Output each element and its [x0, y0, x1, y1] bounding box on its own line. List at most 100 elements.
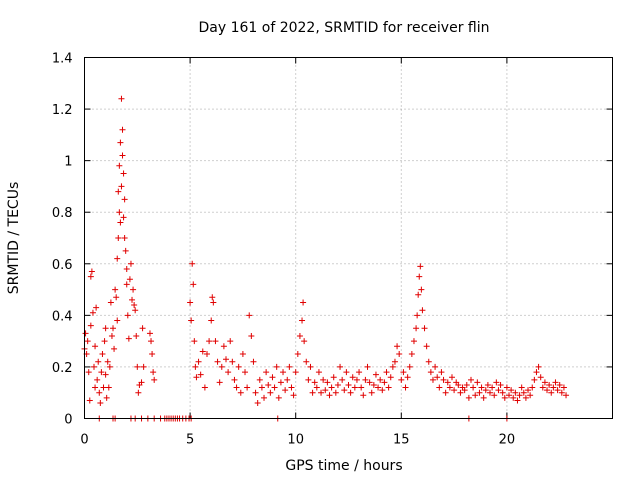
data-point: [487, 389, 494, 396]
data-point: [379, 387, 386, 394]
data-point: [107, 299, 114, 306]
data-point: [121, 235, 128, 241]
data-point: [560, 384, 567, 391]
data-point: [434, 374, 441, 381]
data-point: [375, 384, 382, 391]
data-point: [146, 330, 153, 337]
data-point: [210, 299, 217, 306]
data-point: [209, 294, 216, 301]
data-point: [525, 387, 532, 394]
data-point: [108, 332, 115, 339]
data-point: [311, 379, 318, 386]
data-point: [290, 392, 297, 399]
data-point: [478, 384, 485, 391]
data-point: [372, 371, 379, 378]
data-point: [448, 374, 455, 381]
data-point: [349, 374, 356, 381]
data-point: [301, 338, 308, 345]
data-point: [391, 358, 398, 365]
data-point: [206, 338, 213, 345]
data-point: [258, 384, 265, 391]
data-point: [385, 384, 392, 391]
grid-lines: [84, 57, 613, 419]
data-point: [362, 376, 369, 383]
data-point: [216, 379, 223, 386]
data-point: [294, 351, 301, 358]
data-point: [118, 95, 125, 102]
data-point: [104, 358, 111, 365]
data-point: [199, 348, 206, 355]
data-point: [440, 376, 447, 383]
data-point: [121, 196, 128, 203]
data-point: [425, 358, 432, 365]
data-point: [188, 317, 195, 324]
data-point: [474, 379, 481, 386]
data-point: [92, 343, 99, 350]
data-point: [231, 376, 238, 383]
data-point: [341, 387, 348, 394]
data-point: [476, 389, 483, 396]
data-point: [223, 356, 230, 363]
data-point: [527, 392, 534, 399]
data-point: [229, 358, 236, 365]
data-point: [292, 369, 299, 376]
data-point: [120, 214, 127, 221]
data-point: [282, 387, 289, 394]
data-point: [351, 384, 358, 391]
data-point: [254, 400, 261, 407]
data-point: [444, 379, 451, 386]
data-point: [537, 374, 544, 381]
data-point: [87, 273, 94, 280]
data-point: [93, 304, 100, 311]
data-point: [417, 263, 424, 270]
data-point: [149, 351, 156, 358]
data-point: [220, 343, 227, 350]
data-point: [88, 268, 95, 275]
data-point: [225, 369, 232, 376]
data-point: [461, 387, 468, 394]
data-point: [510, 394, 517, 401]
data-point: [256, 376, 263, 383]
data-point: [197, 371, 204, 378]
data-point: [193, 374, 200, 381]
data-point: [493, 379, 500, 386]
y-tick-label: 1: [64, 155, 72, 170]
data-point: [244, 384, 251, 391]
data-point: [531, 376, 538, 383]
data-point: [377, 376, 384, 383]
data-point: [82, 330, 89, 337]
data-point: [432, 363, 439, 370]
data-point: [423, 343, 430, 350]
data-point: [89, 309, 96, 316]
y-tick-label: 0: [64, 413, 72, 428]
data-point: [558, 389, 565, 396]
data-point: [233, 384, 240, 391]
data-point: [87, 322, 94, 329]
data-point: [512, 389, 519, 396]
data-point: [522, 394, 529, 401]
data-point: [119, 152, 126, 159]
data-point: [520, 389, 527, 396]
data-point: [85, 369, 92, 376]
data-point: [315, 369, 322, 376]
data-point: [415, 291, 422, 298]
data-point: [280, 369, 287, 376]
data-point: [124, 312, 131, 319]
x-tick-label: 15: [393, 433, 410, 448]
data-point: [117, 219, 124, 226]
data-point: [218, 363, 225, 370]
data-point: [117, 139, 124, 146]
data-point: [132, 307, 139, 314]
data-point: [277, 379, 284, 386]
data-point: [541, 379, 548, 386]
data-point: [242, 369, 249, 376]
data-point: [364, 363, 371, 370]
data-point: [288, 384, 295, 391]
data-point: [491, 392, 498, 399]
data-point: [324, 379, 331, 386]
data-point: [347, 389, 354, 396]
data-point: [250, 358, 257, 365]
data-point: [501, 394, 508, 401]
data-point: [320, 376, 327, 383]
y-tick-label: 0.4: [52, 309, 73, 324]
